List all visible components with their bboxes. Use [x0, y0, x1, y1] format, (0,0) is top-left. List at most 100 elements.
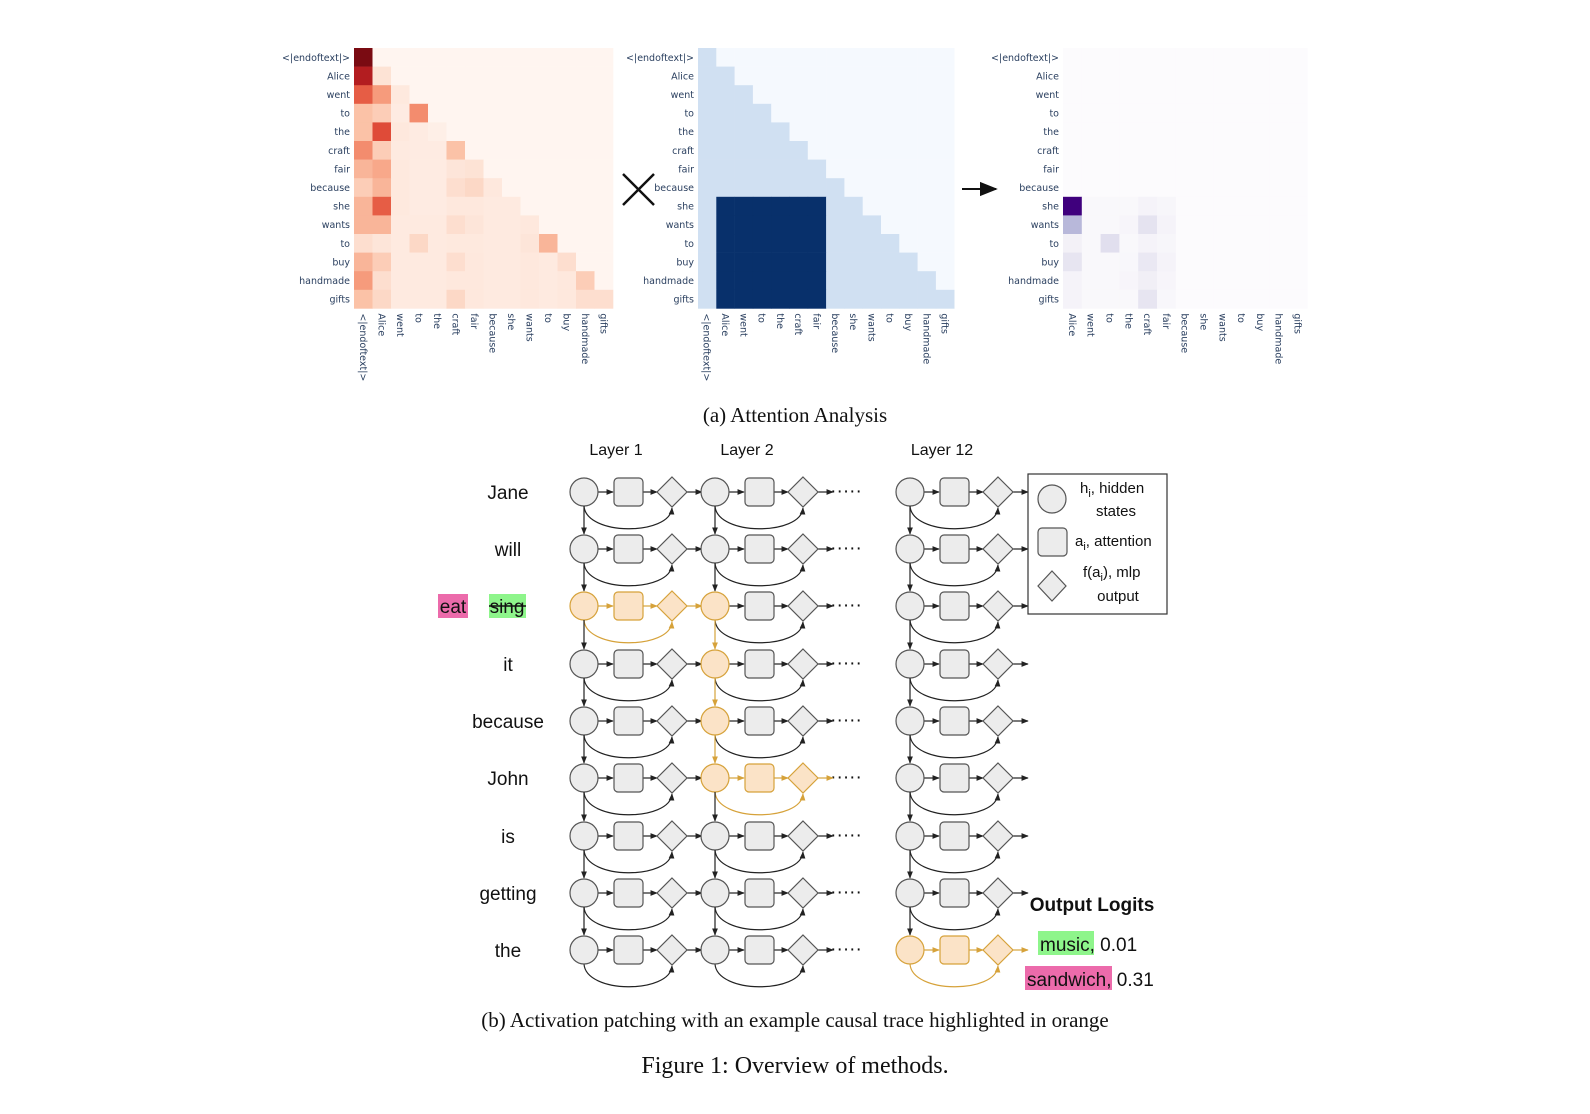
result-cell: [1081, 141, 1101, 160]
result-cell: [1063, 252, 1083, 272]
result-cell: [1194, 159, 1214, 179]
attention-row-label: handmade: [299, 276, 350, 287]
attention-cell: [557, 159, 577, 179]
result-cell: [1157, 66, 1177, 86]
mask-cell: [807, 103, 827, 123]
mask-cell: [917, 215, 937, 235]
result-cell: [1269, 103, 1289, 123]
mask-cell: [881, 103, 900, 123]
mask-cell: [807, 122, 827, 142]
corrupt-token-label: eat: [440, 597, 467, 618]
mask-cell: [935, 141, 955, 160]
attention-square-icon: [939, 821, 970, 851]
mlp-diamond-icon: [787, 762, 819, 794]
residual-arrow: [714, 619, 806, 644]
attention-cell: [446, 178, 466, 198]
attention-cell: [576, 215, 595, 235]
attention-cell: [483, 178, 503, 198]
attention-cell: [576, 196, 595, 216]
attention-square-icon: [613, 821, 644, 851]
attention-cell: [446, 48, 466, 67]
mlp-diamond-icon: [656, 533, 688, 565]
mask-cell: [771, 66, 790, 86]
mask-cell: [789, 178, 809, 198]
mask-cell: [789, 103, 809, 123]
mask-cell: [807, 66, 827, 86]
result-cell: [1175, 66, 1195, 86]
ellipsis: ·····: [830, 767, 862, 788]
attention-cell: [576, 122, 595, 142]
attention-cell: [391, 178, 410, 198]
result-cell: [1119, 48, 1139, 67]
ellipsis: ·····: [830, 882, 862, 903]
attention-cell: [465, 122, 484, 142]
attention-row-label: wants: [322, 220, 350, 231]
attention-cell: [557, 66, 577, 86]
svg-text:music, 0.01: music, 0.01: [1040, 935, 1137, 956]
attention-row-label: went: [327, 90, 351, 101]
attention-cell: [539, 252, 558, 272]
result-cell: [1081, 252, 1101, 272]
mask-cell: [826, 122, 845, 142]
mask-cell: [917, 289, 937, 309]
result-cell: [1269, 271, 1289, 291]
mlp-diamond-icon: [787, 820, 819, 852]
result-cell: [1100, 215, 1120, 235]
attention-cell: [372, 215, 392, 235]
result-cell: [1081, 234, 1101, 253]
hidden-state-circle-icon: [569, 763, 599, 793]
attention-cell: [409, 234, 429, 253]
hidden-state-circle-icon: [700, 649, 730, 679]
result-cell: [1081, 289, 1101, 309]
result-cell: [1251, 85, 1271, 105]
mask-col-label: the: [774, 313, 785, 329]
mask-cell: [752, 66, 772, 86]
mlp-diamond-icon: [787, 533, 819, 565]
result-cell: [1175, 122, 1195, 142]
result-cell: [1175, 141, 1195, 160]
result-cell: [1213, 252, 1233, 272]
result-cell: [1288, 159, 1308, 179]
mask-cell: [734, 234, 754, 253]
mask-cell: [734, 271, 754, 291]
mask-row-label: the: [678, 127, 694, 138]
attention-cell: [428, 141, 447, 160]
mask-cell: [935, 103, 955, 123]
attention-cell: [391, 289, 410, 309]
mask-cell: [935, 159, 955, 179]
attention-cell: [391, 252, 410, 272]
mask-cell: [881, 178, 900, 198]
result-heatmap: <|endoftext|>Alicewenttothecraftfairbeca…: [991, 48, 1308, 364]
attention-cell: [539, 178, 558, 198]
attention-cell: [502, 234, 521, 253]
output-logits: Output Logits music, 0.01 sandwich, 0.31: [1025, 895, 1154, 991]
result-cell: [1063, 271, 1083, 291]
attention-col-label: handmade: [579, 313, 590, 364]
attention-cell: [520, 66, 540, 86]
result-cell: [1175, 271, 1195, 291]
hidden-state-circle-icon: [569, 534, 599, 564]
residual-arrow: [583, 849, 675, 874]
result-cell: [1194, 85, 1214, 105]
result-cell: [1138, 48, 1158, 67]
mask-row-label: wants: [666, 220, 694, 231]
mask-cell: [789, 66, 809, 86]
result-cell: [1232, 196, 1252, 216]
attention-cell: [465, 196, 484, 216]
svg-text:sandwich, 0.31: sandwich, 0.31: [1027, 970, 1154, 991]
result-col-label: Alice: [1066, 313, 1077, 336]
hidden-state-circle-icon: [895, 878, 925, 908]
attention-col-label: fair: [468, 313, 479, 329]
result-cell: [1194, 252, 1214, 272]
mask-heatmap: <|endoftext|>Alicewenttothecraftfairbeca…: [626, 48, 955, 381]
mask-cell: [899, 103, 918, 123]
attention-cell: [520, 103, 540, 123]
mask-cell: [807, 234, 827, 253]
result-cell: [1119, 122, 1139, 142]
mask-col-label: buy: [902, 313, 913, 331]
result-cell: [1100, 122, 1120, 142]
mask-cell: [826, 159, 845, 179]
attention-cell: [409, 85, 429, 105]
mask-cell: [917, 103, 937, 123]
result-cell: [1138, 122, 1158, 142]
